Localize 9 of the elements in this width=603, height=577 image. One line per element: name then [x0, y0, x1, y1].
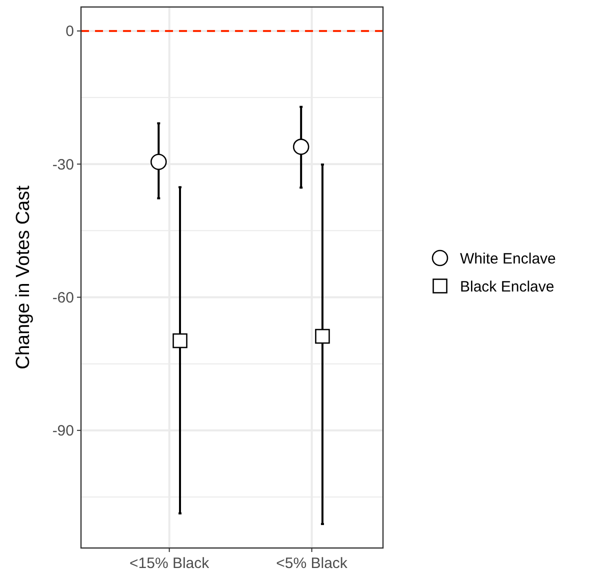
- y-tick-label: 0: [66, 23, 74, 40]
- y-axis-title: Change in Votes Cast: [13, 184, 34, 370]
- legend-label: White Enclave: [460, 250, 556, 268]
- legend-label: Black Enclave: [460, 278, 554, 296]
- y-tick-label: -60: [52, 290, 74, 306]
- y-tick-label: -30: [52, 156, 74, 174]
- x-tick-label: <5% Black: [276, 555, 348, 572]
- y-tick-label: -90: [52, 422, 74, 440]
- x-tick-label: <15% Black: [130, 555, 210, 572]
